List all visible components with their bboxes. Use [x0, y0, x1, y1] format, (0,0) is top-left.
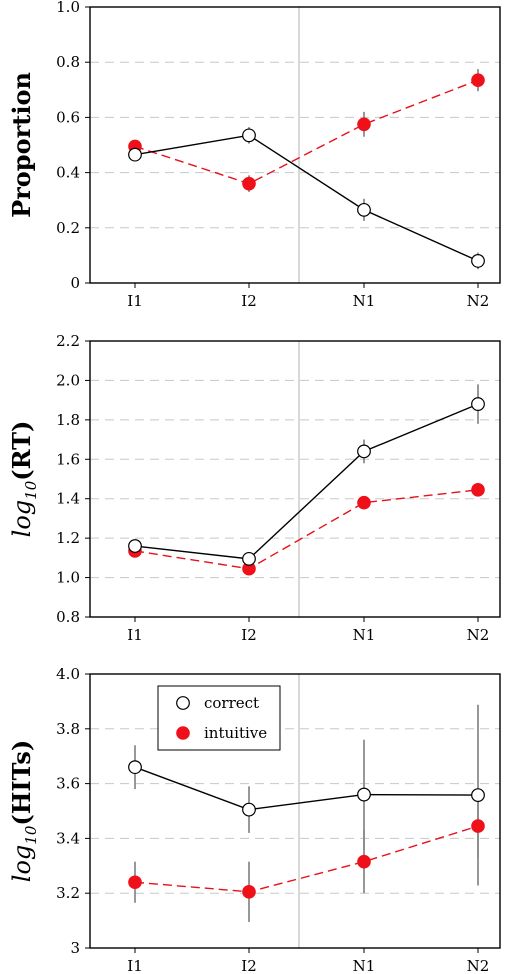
plot-frame — [89, 6, 501, 284]
x-tick-label: N1 — [353, 957, 376, 974]
series-line-intuitive — [134, 825, 479, 893]
x-tick-label: I1 — [127, 292, 142, 310]
data-point-correct — [128, 760, 142, 775]
data-point-correct — [471, 397, 485, 411]
series-line-intuitive — [134, 79, 479, 185]
series-line-correct — [134, 134, 479, 262]
y-tick-label: 1.8 — [56, 411, 80, 429]
data-point-correct — [242, 802, 256, 817]
chart-panel-3: 3 3.2 3.4 3.6 3.8 4.0 I1 I2 N1 N2 log10(HITs) corre… — [7, 665, 501, 974]
plot-frame — [89, 673, 501, 949]
x-tick-label: N1 — [353, 292, 376, 310]
y-tick-label: 0.4 — [56, 164, 80, 182]
data-point-correct — [471, 254, 485, 268]
chart-panel-1: 0 0.2 0.4 0.6 0.8 1.0 I1 I2 N1 N2 Proportion — [7, 0, 501, 310]
y-axis-label-tail: (HITs) — [7, 740, 36, 826]
y-tick-label: 2.0 — [56, 371, 80, 389]
y-axis-label: log10(HITs) — [7, 740, 40, 882]
data-point-intuitive — [471, 483, 485, 497]
y-tick-label: 0 — [70, 274, 80, 292]
data-point-intuitive — [357, 495, 371, 510]
data-point-correct — [357, 444, 371, 459]
y-axis-label: Proportion — [7, 72, 36, 218]
data-point-intuitive — [357, 854, 371, 869]
y-tick-label: 0.2 — [56, 219, 80, 237]
data-point-correct — [242, 128, 256, 143]
y-tick-label: 3.2 — [56, 884, 80, 902]
y-axis-label-sub: 10 — [22, 480, 40, 500]
data-point-intuitive — [242, 176, 256, 191]
series-line-correct — [134, 403, 479, 560]
y-tick-label: 1.6 — [56, 450, 80, 468]
x-tick-label: N1 — [353, 626, 376, 644]
legend: correct intuitive — [157, 685, 281, 751]
data-point-correct — [242, 551, 256, 566]
legend-marker-intuitive — [176, 726, 190, 740]
y-axis-label-main: log — [8, 500, 36, 538]
y-tick-label: 1.0 — [56, 0, 80, 16]
y-tick-label: 3 — [70, 939, 80, 957]
x-tick-label: N2 — [467, 957, 490, 974]
x-tick-label: I2 — [241, 957, 256, 974]
data-point-intuitive — [242, 885, 256, 899]
y-tick-label: 1.2 — [56, 529, 80, 547]
data-point-intuitive — [471, 73, 485, 87]
data-point-correct — [357, 202, 371, 217]
x-tick-label: I2 — [241, 626, 256, 644]
y-tick-label: 2.2 — [56, 332, 80, 350]
x-tick-label: N2 — [467, 626, 490, 644]
data-point-intuitive — [357, 117, 371, 132]
y-axis-label-tail: (RT) — [7, 421, 36, 481]
data-point-intuitive — [471, 819, 485, 833]
plot-frame — [89, 340, 501, 618]
legend-label-intuitive: intuitive — [204, 724, 267, 742]
chart-panel-2: 0.8 1.0 1.2 1.4 1.6 1.8 2.0 2.2 I1 I2 N1 N2 log10(RT… — [7, 332, 501, 644]
y-tick-label: 1.0 — [56, 569, 80, 587]
legend-box — [157, 685, 281, 751]
x-tick-label: I2 — [241, 292, 256, 310]
data-point-correct — [357, 787, 371, 802]
data-point-correct — [128, 539, 142, 553]
legend-marker-correct — [176, 696, 190, 710]
y-axis-label-sub: 10 — [22, 825, 40, 845]
series-line-intuitive — [134, 489, 479, 570]
data-point-correct — [471, 788, 485, 803]
x-tick-label: I1 — [127, 626, 142, 644]
data-point-intuitive — [128, 875, 142, 890]
y-tick-label: 3.4 — [56, 829, 80, 847]
y-tick-label: 3.6 — [56, 775, 80, 793]
y-tick-label: 0.8 — [56, 608, 80, 626]
x-tick-label: N2 — [467, 292, 490, 310]
data-point-correct — [128, 147, 142, 162]
series-line-correct — [134, 766, 479, 811]
y-axis-label-main: log — [8, 845, 36, 883]
y-tick-label: 0.8 — [56, 53, 80, 71]
legend-label-correct: correct — [204, 694, 259, 712]
y-axis-label: log10(RT) — [7, 421, 40, 538]
y-tick-label: 1.4 — [56, 490, 80, 508]
y-tick-label: 3.8 — [56, 720, 80, 738]
x-tick-label: I1 — [127, 957, 142, 974]
y-tick-label: 0.6 — [56, 108, 80, 126]
y-tick-label: 4.0 — [56, 665, 80, 683]
